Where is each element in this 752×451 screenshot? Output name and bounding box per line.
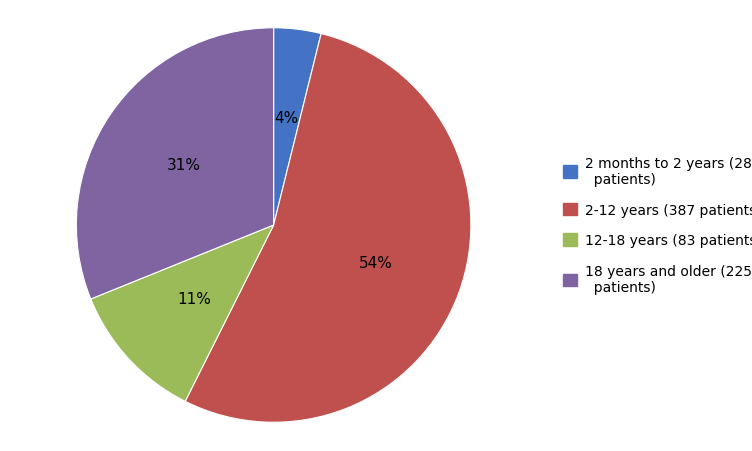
Wedge shape: [91, 226, 274, 401]
Wedge shape: [274, 29, 321, 226]
Text: 11%: 11%: [177, 291, 211, 306]
Text: 54%: 54%: [359, 256, 393, 271]
Text: 31%: 31%: [167, 157, 201, 172]
Wedge shape: [77, 29, 274, 299]
Text: 4%: 4%: [274, 110, 299, 125]
Wedge shape: [185, 34, 471, 422]
Legend: 2 months to 2 years (28
  patients), 2-12 years (387 patients), 12-18 years (83 : 2 months to 2 years (28 patients), 2-12 …: [556, 150, 752, 301]
